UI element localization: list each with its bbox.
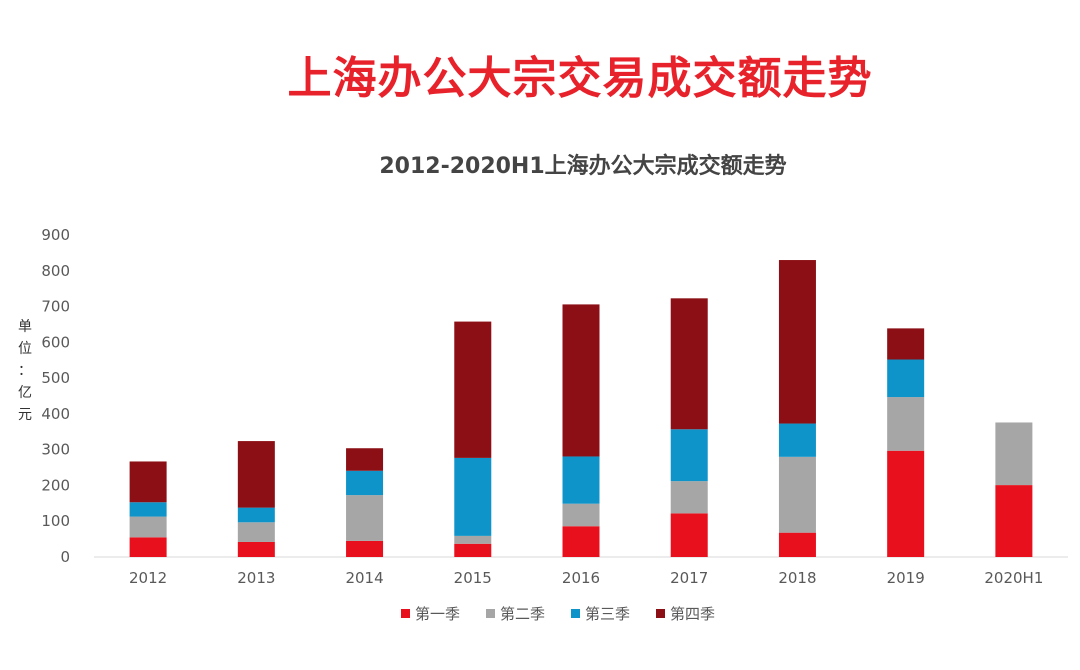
x-axis-ticks: 2012 2013 2014 2015 2016 2017 2018 2019 2020H1 [129, 569, 1043, 587]
bar-segment [562, 304, 600, 457]
bar-segment [778, 532, 816, 557]
y-tick-label: 500 [41, 369, 70, 387]
bar-segment [995, 485, 1033, 557]
bar-segment [346, 495, 384, 541]
legend-swatch [656, 609, 665, 618]
bar-segment [129, 516, 167, 538]
x-tick-label: 2018 [778, 569, 816, 587]
x-tick-label: 2017 [670, 569, 708, 587]
x-tick-label: 2019 [887, 569, 925, 587]
bar-segment [454, 543, 492, 557]
bar-segment [778, 423, 816, 457]
bar-segment [454, 457, 492, 536]
y-tick-label: 100 [41, 512, 70, 530]
x-tick-label: 2016 [562, 569, 600, 587]
bar-segment [887, 397, 925, 451]
bar-segment [237, 541, 275, 557]
y-axis-label-char: 亿 [18, 385, 32, 401]
bar-segment [346, 448, 384, 471]
x-tick-label: 2013 [237, 569, 275, 587]
y-tick-label: 600 [41, 333, 70, 351]
bar-segment [562, 526, 600, 557]
y-tick-label: 900 [41, 226, 70, 244]
legend-label: 第三季 [585, 605, 630, 623]
y-axis-label-char: ： [18, 363, 32, 379]
y-axis-label-char: 元 [18, 407, 32, 423]
bar-segment [778, 456, 816, 533]
y-tick-label: 700 [41, 298, 70, 316]
page-title: 上海办公大宗交易成交额走势 [287, 53, 873, 104]
bar-segment [670, 429, 708, 482]
legend-label: 第一季 [415, 605, 460, 623]
bar-segment [454, 321, 492, 458]
y-tick-label: 300 [41, 441, 70, 459]
legend-swatch [486, 609, 495, 618]
y-axis-label-char: 位 [18, 341, 32, 357]
bar-segment [346, 540, 384, 557]
y-tick-label: 0 [60, 548, 70, 566]
bar-segment [237, 441, 275, 508]
bar-segment [346, 470, 384, 496]
bar-segment [887, 450, 925, 557]
bar-segment [129, 537, 167, 557]
x-tick-label: 2015 [454, 569, 492, 587]
y-tick-label: 200 [41, 476, 70, 494]
x-tick-label: 2012 [129, 569, 167, 587]
bar-segment [129, 461, 167, 503]
bar-segment [129, 502, 167, 517]
bar-segment [778, 260, 816, 424]
legend: 第一季 第二季 第三季 第四季 [401, 605, 715, 623]
bar-segment [995, 422, 1033, 486]
bar-segment [670, 481, 708, 514]
bar-segment [454, 535, 492, 544]
bar-segment [237, 522, 275, 542]
bar-segment [237, 507, 275, 523]
bar-segment [670, 298, 708, 430]
x-tick-label: 2020H1 [984, 569, 1043, 587]
bar-segment [562, 456, 600, 504]
legend-label: 第二季 [500, 605, 545, 623]
bars [129, 260, 1033, 557]
legend-swatch [571, 609, 580, 618]
y-tick-label: 400 [41, 405, 70, 423]
y-axis-label: 单位 ： 亿元 [18, 319, 32, 423]
legend-swatch [401, 609, 410, 618]
chart-title: 2012-2020H1上海办公大宗成交额走势 [379, 154, 787, 179]
y-tick-label: 800 [41, 262, 70, 280]
x-tick-label: 2014 [345, 569, 383, 587]
bar-segment [670, 513, 708, 557]
legend-label: 第四季 [670, 605, 715, 623]
bar-segment [887, 328, 925, 360]
y-axis-ticks: 0 100 200 300 400 500 600 700 800 900 [41, 226, 70, 566]
bar-segment [562, 503, 600, 527]
bar-segment [887, 359, 925, 398]
y-axis-label-char: 单 [18, 319, 32, 335]
